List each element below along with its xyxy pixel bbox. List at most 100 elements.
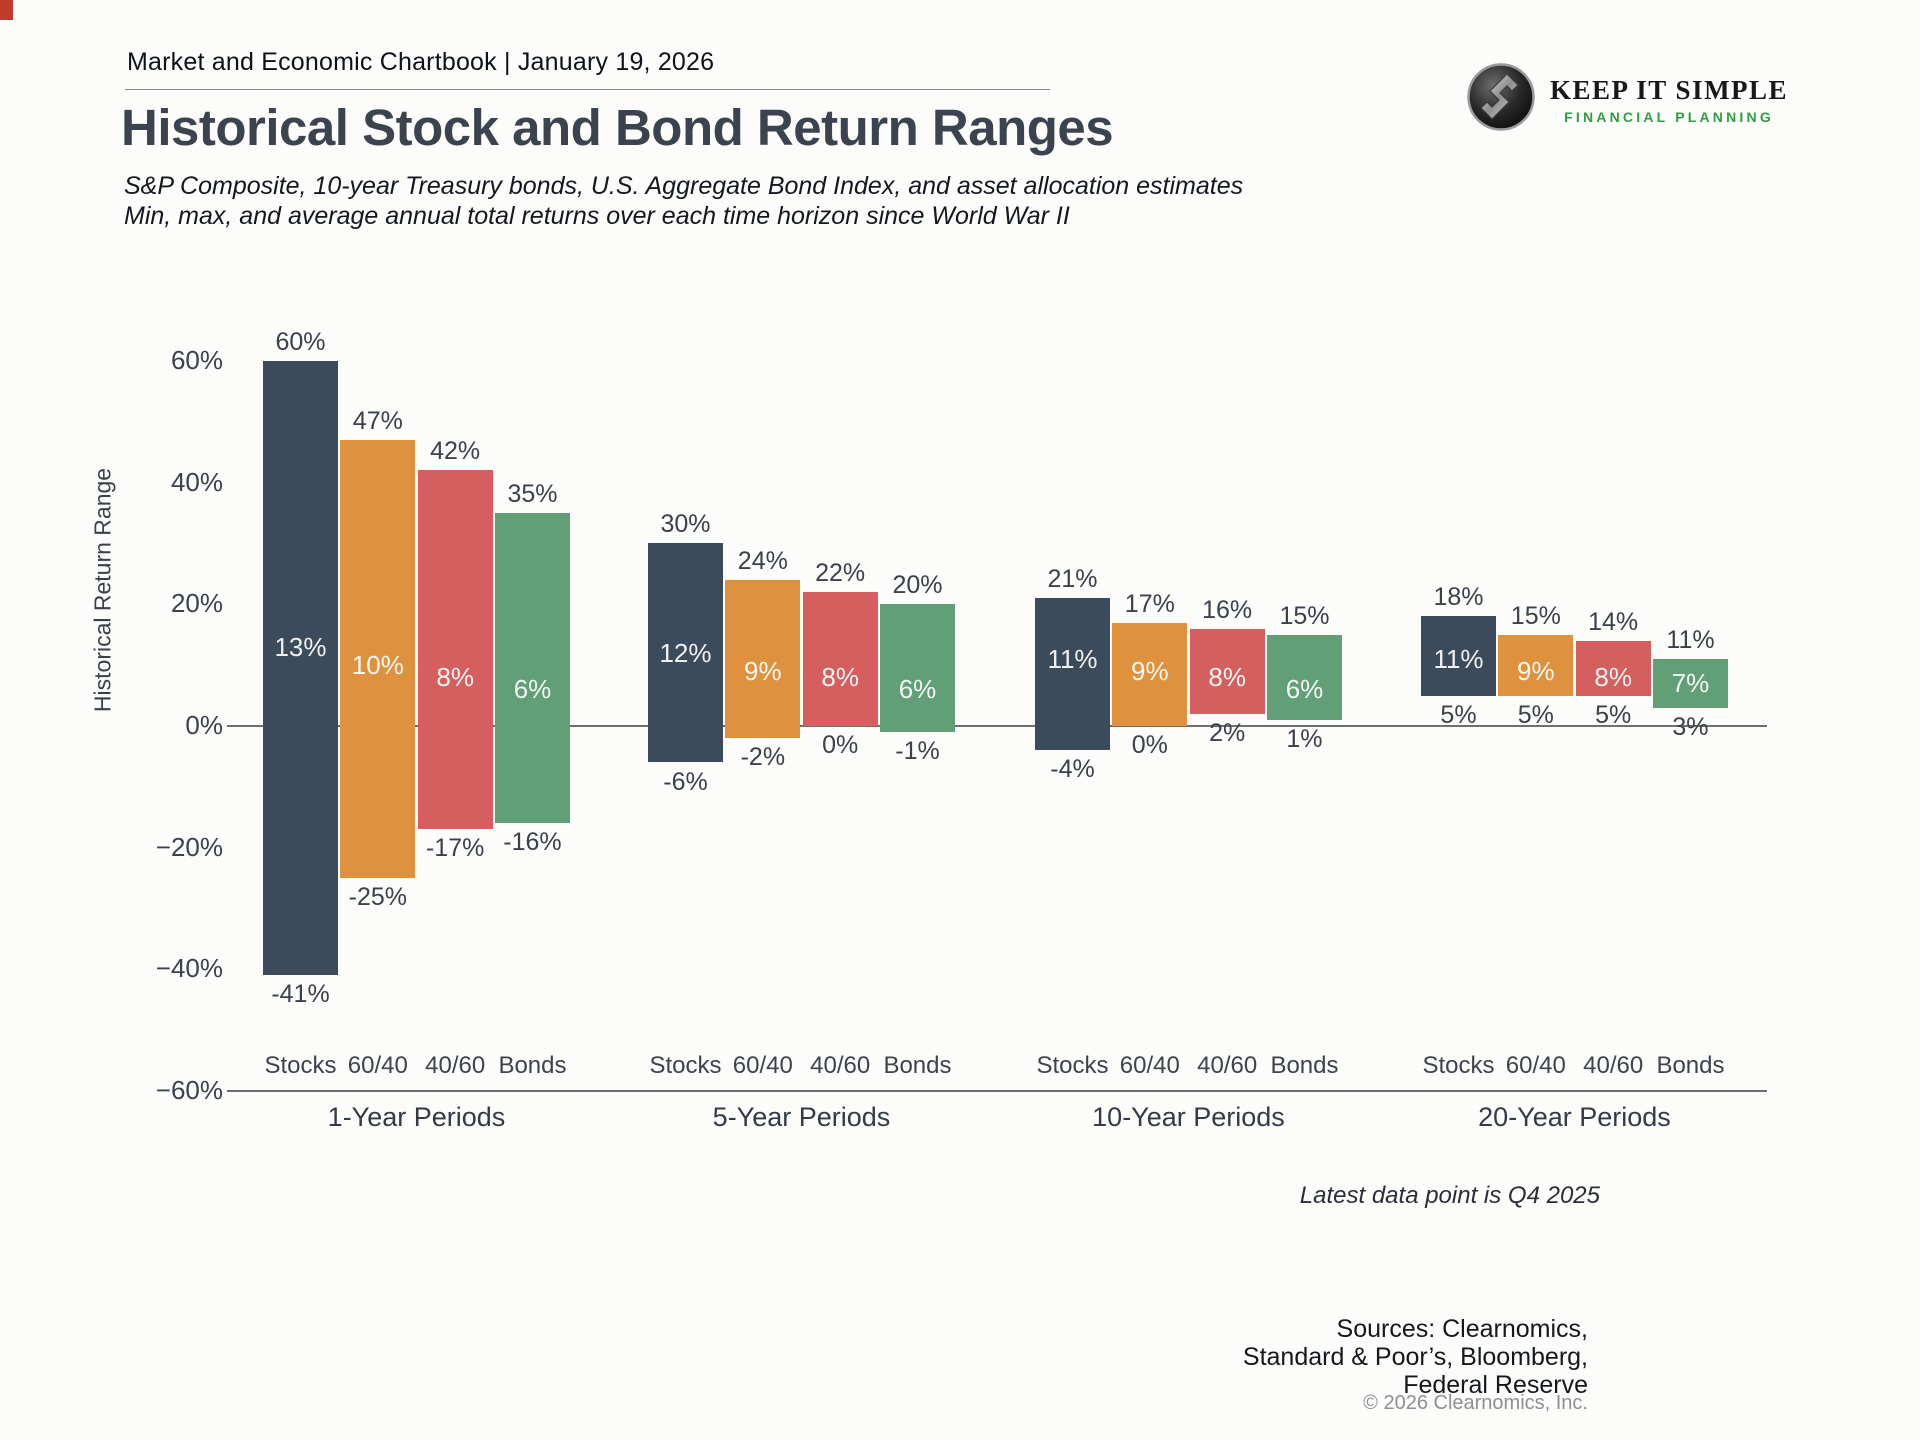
subtitle-line-2: Min, max, and average annual total retur…	[124, 202, 1070, 230]
avg-label: 11%	[1433, 644, 1484, 675]
logo-tagline: FINANCIAL PLANNING	[1564, 108, 1774, 125]
range-bar-20-year-periods-bonds	[1652, 659, 1728, 708]
avg-label: 8%	[821, 662, 859, 693]
range-bar-1-year-periods-60-40	[340, 440, 416, 879]
range-bar-20-year-periods-stocks	[1421, 616, 1496, 696]
y-tick-label: −60%	[155, 1075, 223, 1106]
avg-label: 13%	[274, 631, 327, 662]
max-label: 20%	[892, 571, 943, 600]
logo-wordmark: KEEP IT SIMPLE FINANCIAL PLANNING	[1550, 75, 1788, 125]
min-label: 1%	[1286, 724, 1323, 753]
avg-label: 8%	[436, 662, 474, 693]
max-label: 22%	[815, 559, 866, 588]
min-label: -16%	[503, 828, 562, 857]
range-bar-1-year-periods-stocks	[263, 360, 338, 976]
min-label: -41%	[271, 980, 330, 1009]
max-label: 21%	[1047, 565, 1098, 594]
avg-label: 10%	[351, 650, 404, 681]
x-category-label: Bonds	[883, 1052, 952, 1079]
header-rule	[125, 89, 1050, 90]
min-label: -1%	[895, 737, 940, 766]
max-label: 15%	[1510, 601, 1561, 630]
min-label: -2%	[740, 743, 786, 772]
footnote: Latest data point is Q4 2025	[1299, 1182, 1600, 1209]
min-label: 0%	[822, 731, 859, 759]
y-tick-label: −40%	[155, 953, 223, 984]
x-category-label: 60/40	[732, 1052, 793, 1079]
copyright: © 2026 Clearnomics, Inc.	[1363, 1392, 1588, 1414]
avg-label: 9%	[1131, 656, 1169, 687]
x-category-label: 40/60	[425, 1052, 486, 1079]
max-label: 15%	[1279, 601, 1330, 630]
x-category-label: Stocks	[1036, 1052, 1109, 1079]
avg-label: 8%	[1594, 662, 1632, 693]
avg-label: 7%	[1671, 668, 1710, 699]
avg-label: 9%	[1517, 656, 1555, 687]
range-bar-20-year-periods-40-60	[1575, 640, 1651, 696]
max-label: 30%	[660, 510, 711, 539]
logo-name: KEEP IT SIMPLE	[1550, 74, 1789, 105]
page-title: Historical Stock and Bond Return Ranges	[121, 99, 1114, 156]
bottom-axis-line	[227, 1090, 1767, 1093]
x-category-label: 60/40	[347, 1052, 408, 1079]
y-tick-label: 60%	[170, 344, 223, 375]
y-tick-label: −20%	[155, 831, 223, 862]
range-bar-10-year-periods-60-40	[1112, 622, 1188, 726]
avg-label: 8%	[1208, 662, 1246, 693]
range-bar-10-year-periods-stocks	[1035, 598, 1110, 751]
group-label: 5-Year Periods	[712, 1102, 891, 1132]
group-label: 10-Year Periods	[1092, 1102, 1285, 1132]
avg-label: 12%	[659, 637, 712, 668]
max-label: 14%	[1588, 607, 1639, 636]
avg-label: 11%	[1047, 644, 1098, 675]
min-label: 5%	[1517, 700, 1554, 729]
max-label: 60%	[275, 327, 326, 356]
x-category-label: 40/60	[1583, 1052, 1644, 1079]
range-bar-20-year-periods-60-40	[1498, 634, 1574, 696]
avg-label: 6%	[898, 674, 937, 705]
x-category-label: Stocks	[649, 1052, 722, 1079]
y-tick-label: 0%	[185, 710, 223, 740]
subtitle-line-1: S&P Composite, 10-year Treasury bonds, U…	[124, 172, 1244, 200]
max-label: 35%	[507, 480, 558, 509]
avg-label: 9%	[744, 656, 782, 687]
sources-line: Standard & Poor’s, Bloomberg,	[1242, 1343, 1588, 1371]
range-bar-1-year-periods-bonds	[494, 513, 570, 824]
min-label: 5%	[1440, 700, 1477, 729]
min-label: 5%	[1595, 700, 1632, 729]
max-label: 47%	[352, 407, 403, 435]
x-category-label: Stocks	[264, 1052, 337, 1079]
range-bar-5-year-periods-40-60	[802, 592, 878, 726]
avg-label: 6%	[513, 674, 552, 705]
max-label: 17%	[1124, 589, 1175, 618]
range-bar-10-year-periods-bonds	[1266, 634, 1342, 720]
x-category-label: 40/60	[810, 1052, 871, 1079]
x-category-label: 60/40	[1119, 1052, 1180, 1079]
group-label: 1-Year Periods	[327, 1102, 506, 1132]
min-label: 0%	[1131, 731, 1168, 759]
min-label: -4%	[1050, 755, 1095, 784]
range-bar-5-year-periods-stocks	[648, 543, 723, 763]
zero-axis-line	[227, 725, 1767, 727]
logo-badge-icon	[1466, 62, 1536, 137]
sources-block: Sources: Clearnomics, Standard & Poor’s,…	[1243, 1315, 1588, 1399]
chartbook-header: Market and Economic Chartbook | January …	[127, 48, 715, 76]
subtitle: S&P Composite, 10-year Treasury bonds, U…	[124, 171, 1243, 231]
range-bar-5-year-periods-60-40	[725, 579, 801, 739]
max-label: 16%	[1202, 595, 1253, 624]
y-tick-label: 20%	[170, 588, 223, 619]
x-category-label: Bonds	[1270, 1052, 1339, 1079]
x-category-label: 40/60	[1197, 1052, 1258, 1079]
group-label: 20-Year Periods	[1478, 1102, 1671, 1132]
x-category-label: Bonds	[1656, 1052, 1725, 1079]
min-label: 3%	[1672, 712, 1709, 741]
sources-line: Sources: Clearnomics,	[1336, 1315, 1588, 1343]
range-bar-1-year-periods-40-60	[417, 470, 493, 830]
min-label: 2%	[1209, 718, 1246, 747]
max-label: 11%	[1666, 626, 1715, 655]
min-label: -6%	[663, 767, 708, 796]
range-bar-10-year-periods-40-60	[1189, 628, 1265, 714]
max-label: 18%	[1433, 583, 1484, 612]
max-label: 24%	[737, 546, 788, 575]
